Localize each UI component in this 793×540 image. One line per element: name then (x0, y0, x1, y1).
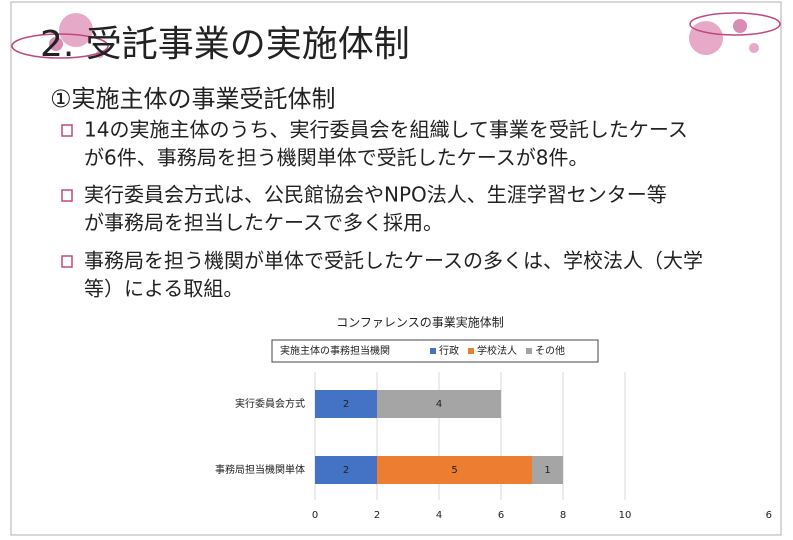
x-tick-label: 10 (619, 510, 632, 521)
slide-title: 2. 受託事業の実施体制 (40, 24, 410, 65)
legend-label: 行政 (439, 344, 459, 357)
legend-swatch (468, 348, 474, 354)
y-tick-label: 実行委員会方式 (235, 397, 305, 410)
x-tick-label: 4 (436, 510, 442, 521)
chart-title: コンファレンスの事業実施体制 (336, 315, 503, 330)
legend-label: その他 (535, 344, 565, 357)
data-label: 2 (343, 399, 349, 410)
data-label: 2 (343, 465, 349, 476)
bullet-text: が事務局を担当したケースで多く採用。 (84, 211, 443, 235)
slide: 2. 受託事業の実施体制 ①実施主体の事業受託体制 6 コンファレンスの事業実施… (0, 0, 793, 536)
legend-title: 実施主体の事務担当機関 (280, 344, 390, 357)
legend-swatch (430, 348, 436, 354)
data-label: 1 (544, 465, 550, 476)
data-label: 5 (451, 465, 457, 476)
legend-label: 学校法人 (477, 344, 517, 357)
x-tick-label: 6 (498, 510, 504, 521)
bullet-text: 等）による取組。 (84, 277, 243, 301)
x-tick-label: 8 (560, 510, 566, 521)
bullet-text: 事務局を担う機関が単体で受託したケースの多くは、学校法人（大学 (84, 249, 703, 273)
bullet-text: 実行委員会方式は、公民館協会やNPO法人、生涯学習センター等 (84, 183, 667, 207)
x-tick-label: 2 (374, 510, 380, 521)
bullet-text: が6件、事務局を担う機関単体で受託したケースが8件。 (84, 146, 588, 170)
bullet-text: 14の実施主体のうち、実行委員会を組織して事業を受託したケース (84, 118, 688, 142)
x-tick-label: 0 (312, 510, 318, 521)
page-number: 6 (766, 510, 772, 521)
slide-subtitle: ①実施主体の事業受託体制 (50, 85, 336, 113)
legend-swatch (526, 348, 532, 354)
y-tick-label: 事務局担当機関単体 (215, 463, 305, 476)
data-label: 4 (436, 399, 442, 410)
